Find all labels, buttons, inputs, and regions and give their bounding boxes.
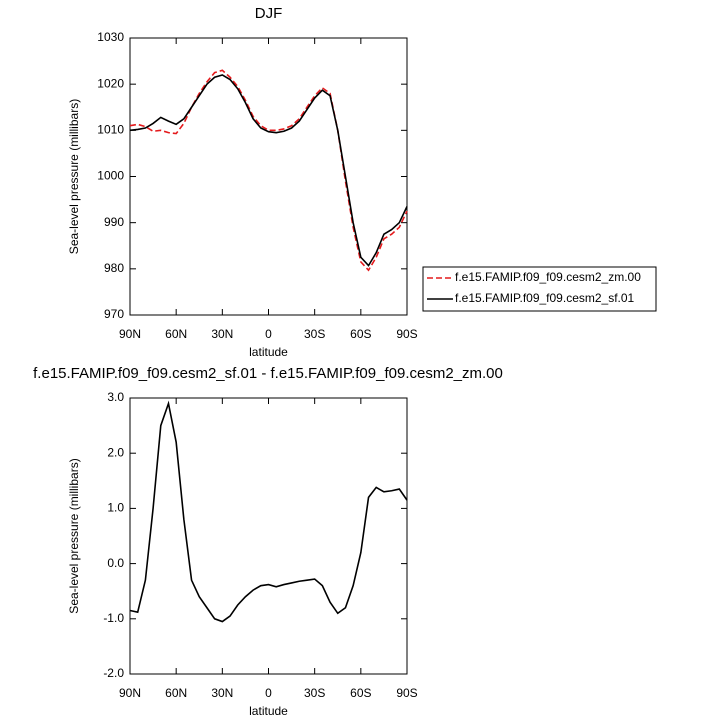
x-tick-label: 30S — [304, 327, 325, 341]
data-line — [129, 69, 408, 272]
legend-label: f.e15.FAMIP.f09_f09.cesm2_zm.00 — [455, 270, 641, 284]
x-tick-label: 0 — [265, 327, 272, 341]
y-axis-label: Sea-level pressure (millibars) — [67, 458, 81, 613]
chart-title: f.e15.FAMIP.f09_f09.cesm2_sf.01 - f.e15.… — [33, 365, 503, 382]
y-tick-label: 980 — [104, 261, 124, 275]
y-tick-label: -1.0 — [103, 611, 124, 625]
legend-box — [422, 266, 657, 312]
x-tick-label: 90N — [119, 686, 141, 700]
x-tick-label: 60N — [165, 686, 187, 700]
x-tick-label: 60S — [350, 686, 371, 700]
y-tick-label: 3.0 — [107, 390, 124, 404]
data-line — [129, 400, 408, 623]
x-axis-label: latitude — [249, 704, 288, 718]
y-axis-label: Sea-level pressure (millibars) — [67, 99, 81, 254]
y-tick-label: 1000 — [97, 169, 124, 183]
x-tick-label: 60N — [165, 327, 187, 341]
x-tick-label: 60S — [350, 327, 371, 341]
y-tick-label: 1010 — [97, 123, 124, 137]
chart-title: DJF — [255, 5, 283, 22]
y-tick-label: 990 — [104, 215, 124, 229]
x-tick-label: 30S — [304, 686, 325, 700]
x-tick-label: 0 — [265, 686, 272, 700]
plot-frame — [129, 37, 408, 316]
x-tick-label: 30N — [211, 686, 233, 700]
y-tick-label: 2.0 — [107, 445, 124, 459]
x-tick-label: 90S — [396, 686, 417, 700]
x-tick-label: 90N — [119, 327, 141, 341]
y-tick-label: 1.0 — [107, 501, 124, 515]
y-tick-label: 1020 — [97, 76, 124, 90]
data-line — [129, 74, 408, 267]
x-axis-label: latitude — [249, 345, 288, 359]
y-tick-label: -2.0 — [103, 666, 124, 680]
x-tick-label: 90S — [396, 327, 417, 341]
plot-frame — [129, 397, 408, 675]
y-tick-label: 1030 — [97, 30, 124, 44]
x-tick-label: 30N — [211, 327, 233, 341]
legend-label: f.e15.FAMIP.f09_f09.cesm2_sf.01 — [455, 291, 635, 305]
y-tick-label: 970 — [104, 307, 124, 321]
y-tick-label: 0.0 — [107, 556, 124, 570]
